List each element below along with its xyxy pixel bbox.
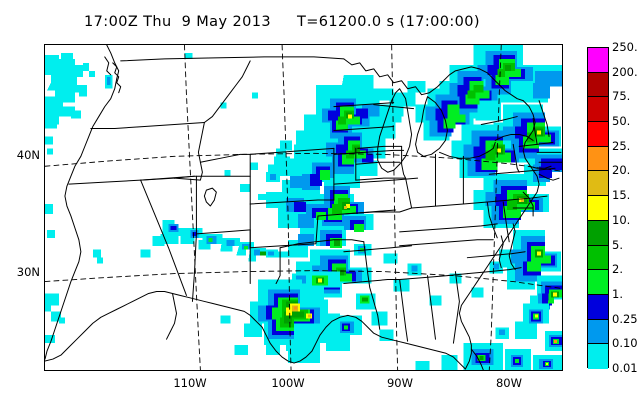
colorbar-tick-2: 75. bbox=[612, 89, 631, 104]
colorbar-segment-1 bbox=[588, 72, 608, 98]
colorbar-tick-1: 200. bbox=[612, 64, 638, 79]
colorbar-tick-5: 20. bbox=[612, 163, 631, 178]
colorbar-segment-4 bbox=[588, 146, 608, 172]
precip-pacific-northwest bbox=[45, 52, 113, 155]
precip-upper-midwest bbox=[266, 74, 426, 258]
x-tick-100w: 100W bbox=[271, 376, 305, 390]
x-tick-110w: 110W bbox=[173, 376, 207, 390]
colorbar-segment-7 bbox=[588, 220, 608, 246]
precip-southeast-florida bbox=[415, 327, 562, 370]
colorbar-segment-2 bbox=[588, 97, 608, 123]
precipitation-field bbox=[45, 45, 562, 370]
colorbar-segment-5 bbox=[588, 171, 608, 197]
colorbar-tick-labels: 250. 200. 75. 50. 25. 20. 15. 10. 5. 2. 1. 0.25 0.10… bbox=[610, 40, 640, 375]
colorbar-tick-9: 2. bbox=[612, 262, 623, 277]
colorbar-tick-4: 25. bbox=[612, 138, 631, 153]
colorbar bbox=[587, 47, 609, 369]
colorbar-tick-10: 1. bbox=[612, 286, 623, 301]
colorbar-tick-11: 0.25 bbox=[612, 311, 638, 326]
colorbar-segment-9 bbox=[588, 270, 608, 295]
colorbar-segment-0 bbox=[588, 48, 608, 73]
colorbar-tick-3: 50. bbox=[612, 114, 631, 129]
colorbar-segment-6 bbox=[588, 196, 608, 221]
precip-four-corners bbox=[140, 219, 289, 262]
colorbar-tick-8: 5. bbox=[612, 237, 623, 252]
y-tick-30n: 30N bbox=[16, 265, 40, 279]
title-valid-time: 17:00Z Thu 9 May 2013 bbox=[84, 14, 271, 30]
map-canvas bbox=[45, 45, 562, 370]
colorbar-segment-12 bbox=[588, 344, 608, 369]
colorbar-tick-7: 10. bbox=[612, 212, 631, 227]
x-tick-90w: 90W bbox=[386, 376, 414, 390]
colorbar-segment-10 bbox=[588, 294, 608, 320]
colorbar-segment-11 bbox=[588, 319, 608, 345]
precip-mid-atlantic-offshore bbox=[499, 229, 562, 352]
colorbar-tick-12: 0.10 bbox=[612, 336, 638, 351]
map-boundaries bbox=[45, 45, 562, 370]
map-plot-area[interactable] bbox=[44, 44, 563, 371]
x-tick-80w: 80W bbox=[495, 376, 523, 390]
y-tick-40n: 40N bbox=[16, 148, 40, 162]
precip-northeast bbox=[415, 45, 562, 228]
precip-northern-rockies bbox=[184, 52, 259, 109]
colorbar-tick-6: 15. bbox=[612, 188, 631, 203]
colorbar-tick-bottom: 0.01 bbox=[612, 361, 638, 375]
colorbar-tick-0: 250. bbox=[612, 40, 638, 54]
precip-mid-south bbox=[383, 253, 504, 306]
colorbar-segment-8 bbox=[588, 245, 608, 271]
title-model-time: T=61200.0 s (17:00:00) bbox=[296, 14, 480, 30]
figure-title: 17:00Z Thu 9 May 2013 T=61200.0 s (17:00:… bbox=[0, 14, 564, 30]
precip-oklahoma-texas bbox=[220, 271, 394, 364]
precip-california-coast bbox=[45, 204, 103, 344]
colorbar-segment-3 bbox=[588, 122, 608, 147]
